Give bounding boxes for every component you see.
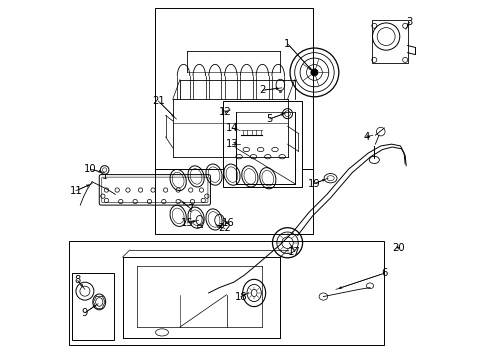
Text: 13: 13 [225, 139, 238, 149]
Bar [72, 273, 113, 339]
Text: 14: 14 [225, 123, 238, 133]
Text: 6: 6 [380, 268, 387, 278]
Text: 11: 11 [69, 186, 82, 196]
Text: 20: 20 [391, 243, 404, 253]
Text: 15: 15 [181, 218, 193, 228]
Text: 5: 5 [266, 114, 272, 124]
Bar [223, 101, 301, 187]
Text: 17: 17 [288, 247, 301, 257]
Text: 21: 21 [152, 96, 164, 106]
Text: 22: 22 [218, 224, 231, 233]
Text: 18: 18 [234, 292, 247, 302]
Bar [69, 241, 384, 345]
Ellipse shape [310, 69, 317, 76]
Text: 10: 10 [84, 164, 97, 174]
Bar [371, 21, 407, 63]
Text: 7: 7 [187, 204, 194, 214]
Text: 12: 12 [218, 107, 231, 117]
Text: 3: 3 [406, 17, 412, 27]
Text: 9: 9 [81, 308, 88, 318]
Text: 8: 8 [75, 275, 81, 285]
Text: 19: 19 [307, 179, 320, 189]
Text: 2: 2 [259, 85, 265, 95]
Bar [155, 8, 312, 173]
Bar [155, 169, 312, 234]
Text: 16: 16 [222, 218, 234, 228]
Text: 4: 4 [363, 132, 369, 142]
Text: 1: 1 [284, 39, 290, 49]
